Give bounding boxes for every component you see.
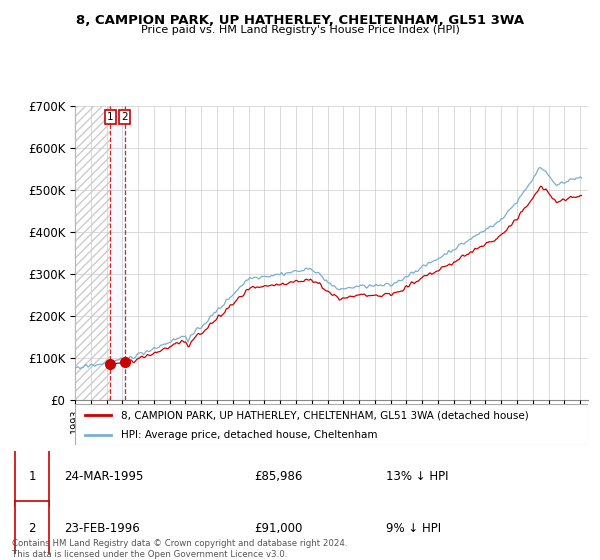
Text: 2: 2 [121,112,128,122]
Text: 1: 1 [28,470,36,483]
Text: 9% ↓ HPI: 9% ↓ HPI [386,522,442,535]
FancyBboxPatch shape [15,449,49,506]
Text: 13% ↓ HPI: 13% ↓ HPI [386,470,449,483]
FancyBboxPatch shape [15,501,49,558]
FancyBboxPatch shape [75,404,588,445]
Text: Contains HM Land Registry data © Crown copyright and database right 2024.
This d: Contains HM Land Registry data © Crown c… [12,539,347,559]
Text: 8, CAMPION PARK, UP HATHERLEY, CHELTENHAM, GL51 3WA: 8, CAMPION PARK, UP HATHERLEY, CHELTENHA… [76,14,524,27]
Text: 23-FEB-1996: 23-FEB-1996 [64,522,140,535]
Text: 2: 2 [28,522,36,535]
Text: £85,986: £85,986 [254,470,302,483]
Text: 24-MAR-1995: 24-MAR-1995 [64,470,143,483]
Text: HPI: Average price, detached house, Cheltenham: HPI: Average price, detached house, Chel… [121,430,377,440]
Bar [110,106,125,400]
Text: 1: 1 [107,112,113,122]
Text: 8, CAMPION PARK, UP HATHERLEY, CHELTENHAM, GL51 3WA (detached house): 8, CAMPION PARK, UP HATHERLEY, CHELTENHA… [121,410,529,421]
Text: £91,000: £91,000 [254,522,302,535]
Text: Price paid vs. HM Land Registry's House Price Index (HPI): Price paid vs. HM Land Registry's House … [140,25,460,35]
